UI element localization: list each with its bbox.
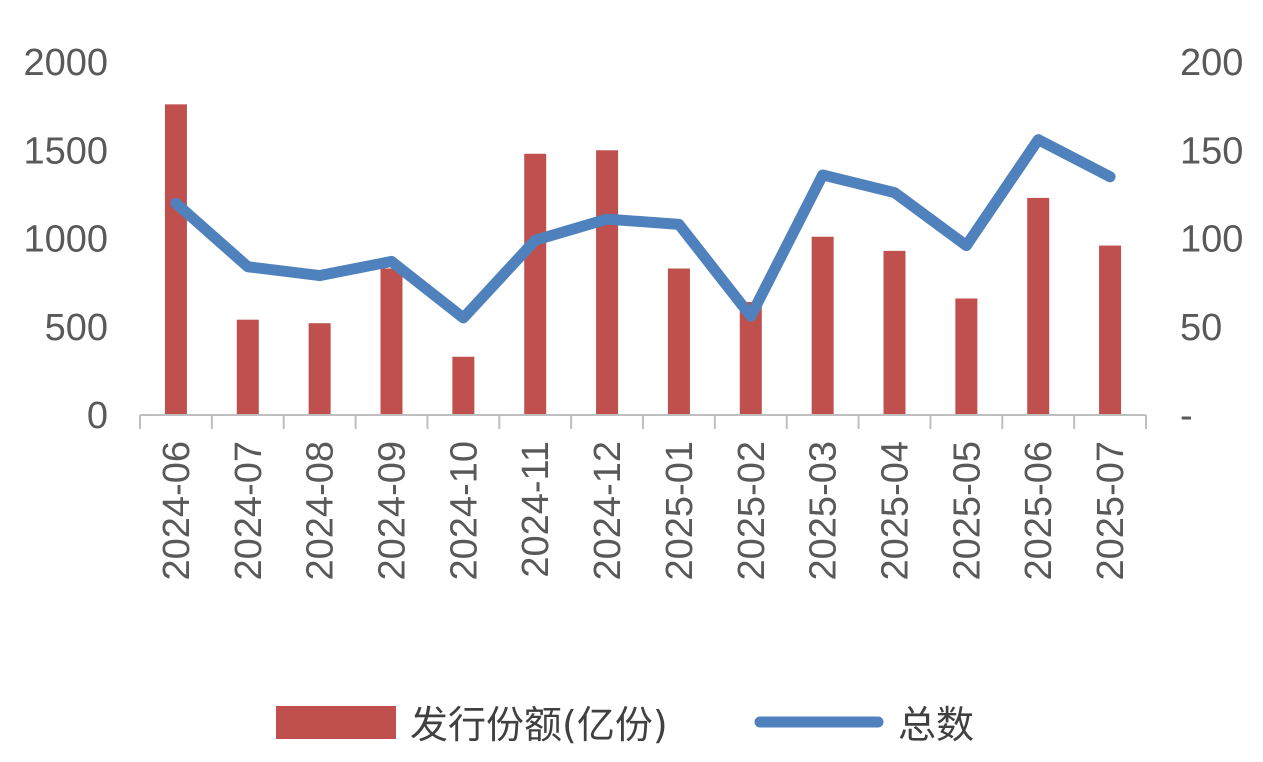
x-tick-label: 2024-11 — [515, 441, 557, 578]
bar-series — [164, 104, 1122, 416]
line-point — [534, 239, 537, 242]
x-tick-label: 2024-07 — [228, 441, 270, 580]
legend: 发行份额(亿份) 总数 — [276, 703, 974, 747]
x-tick-label: 2024-09 — [372, 441, 414, 580]
x-tick-label: 2025-02 — [731, 441, 773, 580]
bar — [811, 236, 834, 415]
bar — [1099, 245, 1122, 415]
right-tick-label: 150 — [1180, 130, 1243, 172]
legend-swatch-bar — [276, 706, 396, 739]
x-axis: 2024-06 2024-07 2024-08 2024-09 2024-10 2024-… — [156, 441, 1132, 580]
bar — [667, 268, 690, 415]
x-tick-label: 2025-04 — [875, 441, 917, 580]
x-tick-label: 2025-06 — [1018, 441, 1060, 580]
x-tick-label: 2025-03 — [803, 441, 845, 580]
left-tick-label: 1500 — [23, 130, 108, 172]
right-axis: - 50 100 150 200 — [1180, 42, 1243, 437]
right-tick-label: 100 — [1180, 219, 1243, 261]
bar — [380, 268, 403, 415]
line-point — [749, 315, 752, 318]
line-point — [965, 244, 968, 247]
right-tick-label: - — [1180, 395, 1193, 437]
line-point — [390, 260, 393, 263]
legend-label-bar: 发行份额(亿份) — [410, 703, 668, 747]
line-point — [246, 265, 249, 268]
line-point — [462, 316, 465, 319]
line-point — [677, 223, 680, 226]
legend-label-line: 总数 — [898, 703, 974, 747]
line-point — [893, 191, 896, 194]
bar — [955, 298, 978, 415]
x-tick-label: 2025-01 — [659, 441, 701, 580]
bar — [524, 153, 547, 415]
line-point — [1109, 175, 1112, 178]
left-axis: 0 500 1000 1500 2000 — [23, 42, 108, 437]
x-tick-label: 2024-06 — [156, 441, 198, 580]
line-point — [606, 218, 609, 221]
left-tick-label: 0 — [87, 395, 108, 437]
line-point — [821, 173, 824, 176]
x-tick-label: 2024-12 — [587, 441, 629, 580]
x-tick-label: 2024-08 — [300, 441, 342, 580]
bar — [1027, 197, 1050, 415]
right-tick-label: 50 — [1180, 307, 1222, 349]
bar — [236, 319, 259, 415]
line-point — [318, 274, 321, 277]
x-tick-label: 2024-10 — [443, 441, 485, 580]
bar — [164, 104, 187, 416]
left-tick-label: 500 — [45, 307, 108, 349]
line-series — [170, 134, 1116, 324]
bar — [452, 356, 475, 415]
left-tick-label: 1000 — [23, 219, 108, 261]
bar — [739, 302, 762, 415]
total-line — [170, 134, 1116, 324]
left-tick-label: 2000 — [23, 42, 108, 84]
x-tick-label: 2025-05 — [946, 441, 988, 580]
bar — [883, 250, 906, 415]
line-point — [174, 202, 177, 205]
x-axis-ticks — [139, 415, 1147, 429]
bar — [596, 150, 619, 415]
x-tick-label: 2025-07 — [1090, 441, 1132, 580]
right-tick-label: 200 — [1180, 42, 1243, 84]
line-point — [1037, 138, 1040, 141]
bar — [308, 323, 331, 415]
